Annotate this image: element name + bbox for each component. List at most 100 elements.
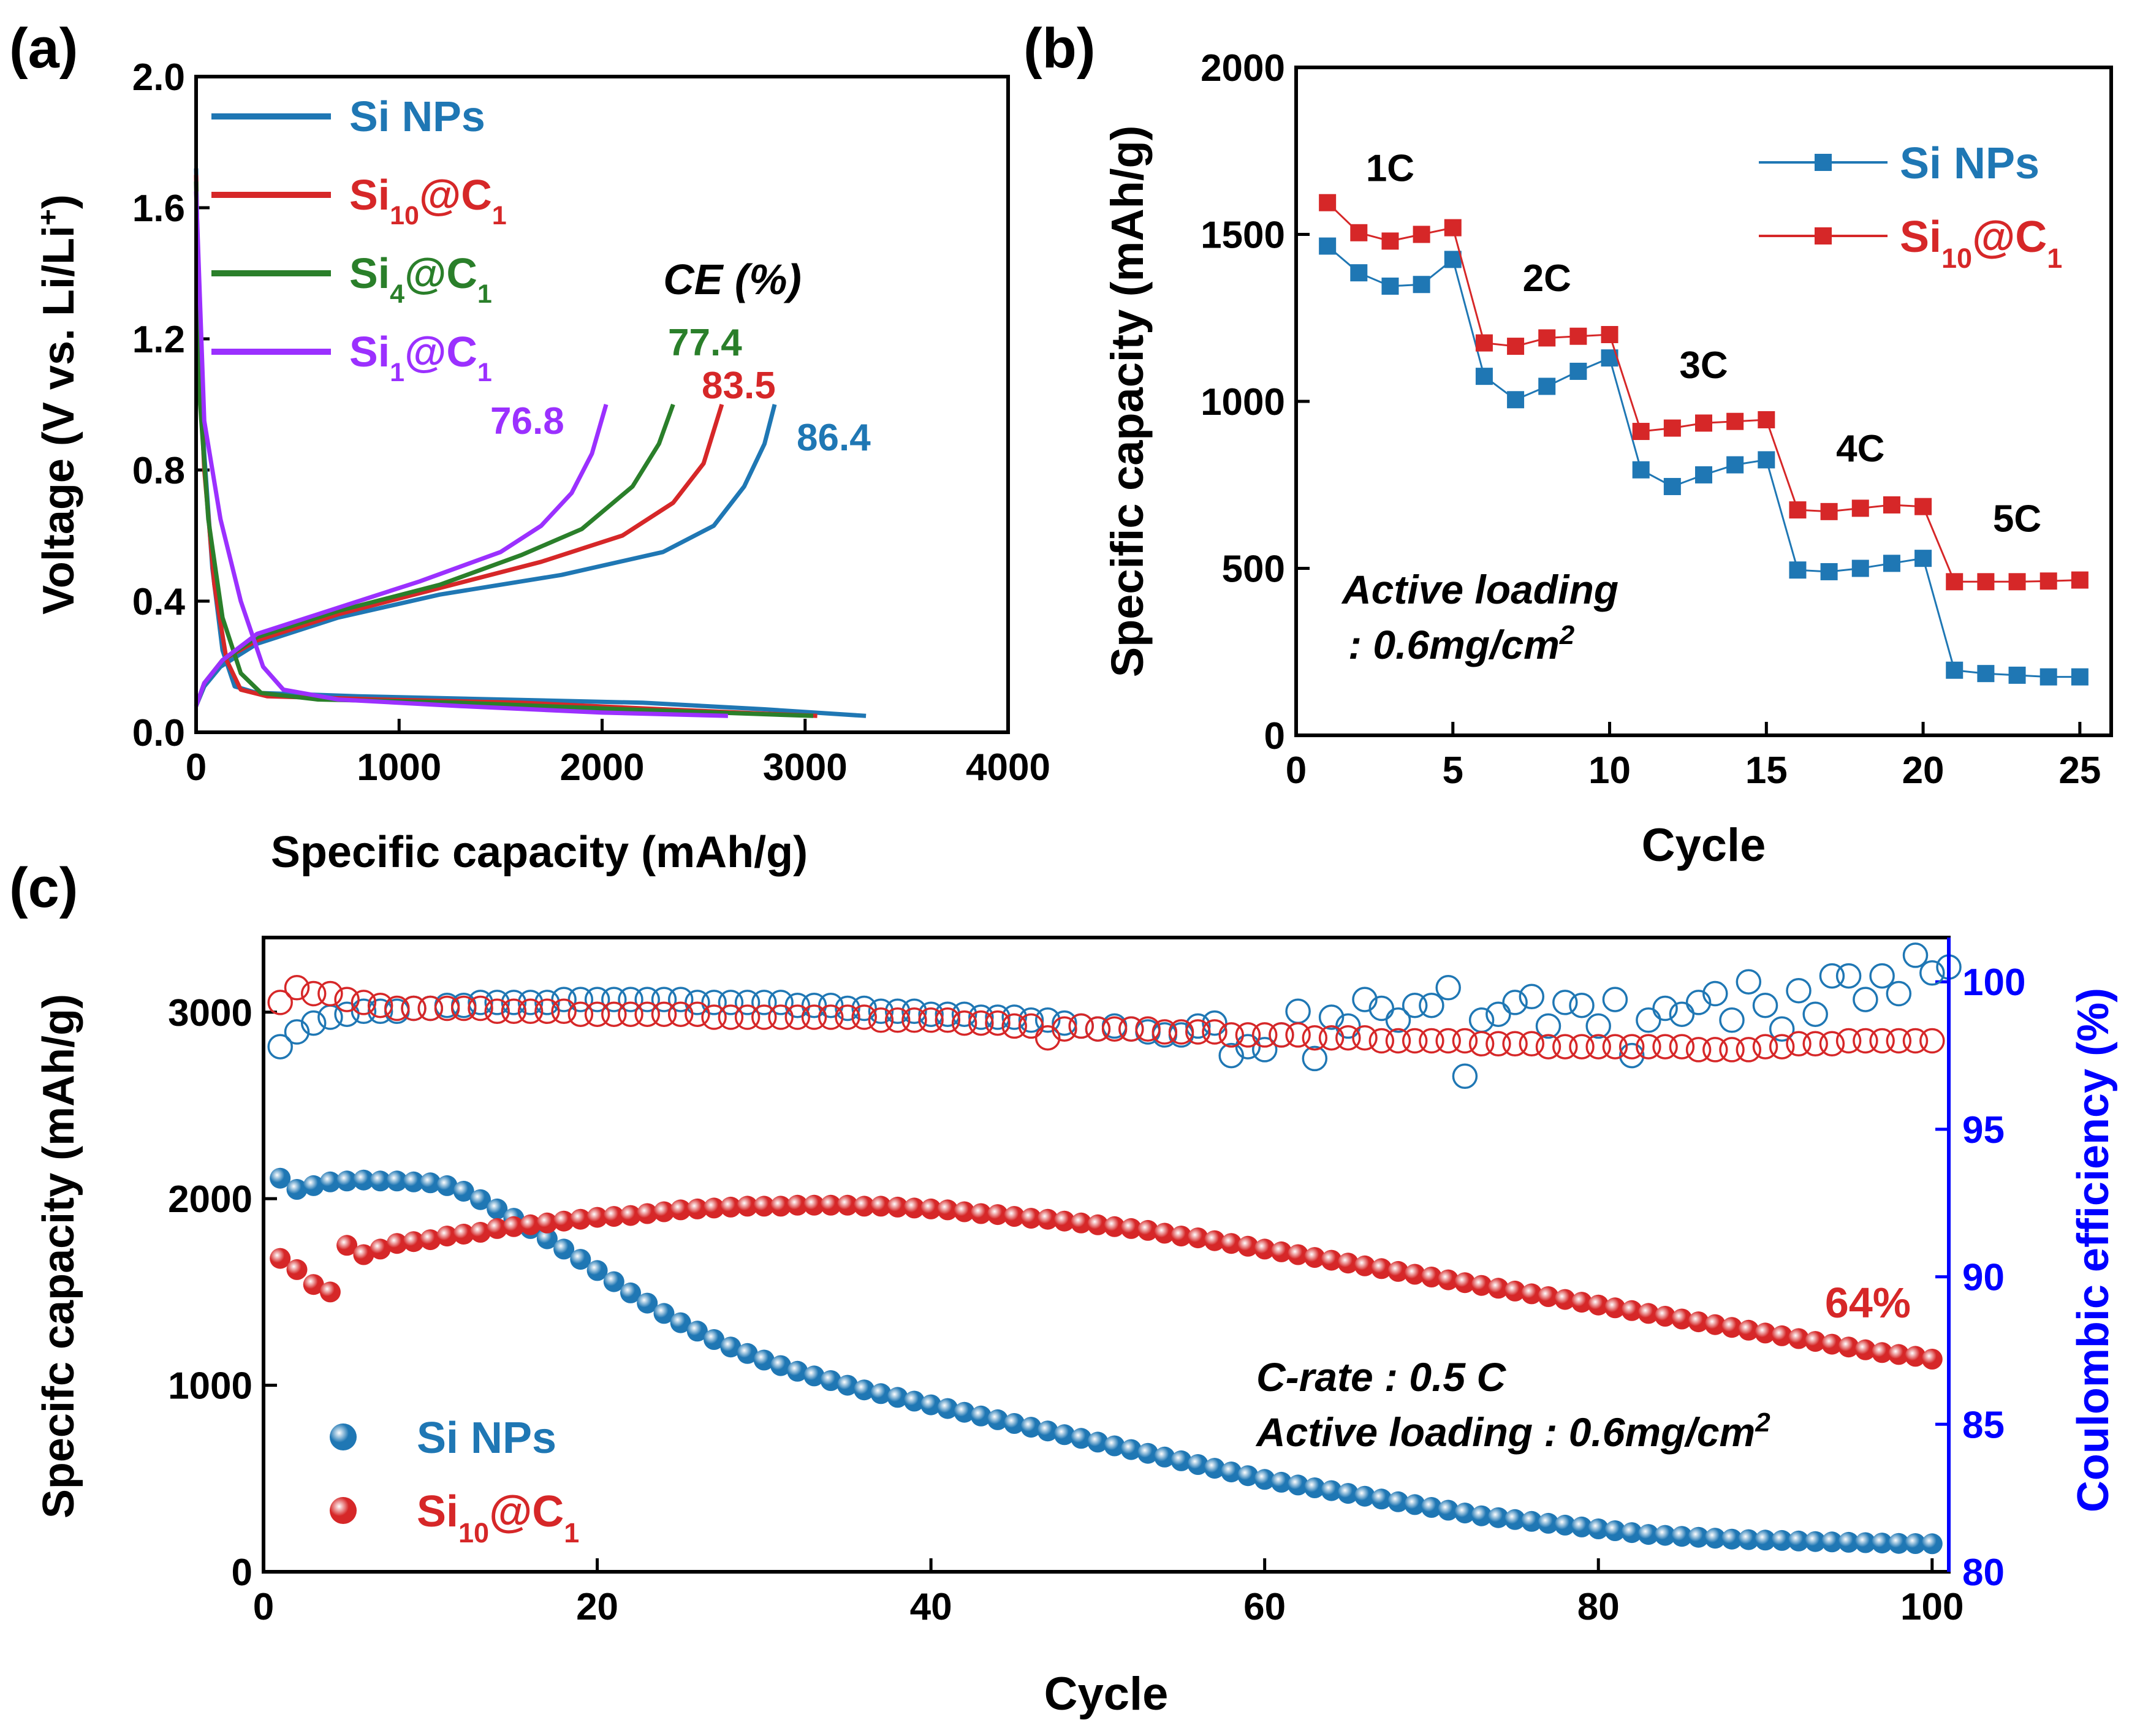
c-capacity-point-0-2: [303, 1175, 324, 1196]
b-point-1-6: [1507, 338, 1525, 355]
c-capacity-point-0-73: [1487, 1507, 1509, 1528]
a-y-tick-label-0: 0.0: [132, 712, 185, 754]
c-ce-point-0-34: [835, 995, 860, 1022]
a-curve-charge-3: [194, 404, 609, 707]
c-ce-point-1-19: [584, 1001, 610, 1027]
c-ce-point-0-42: [968, 1004, 994, 1030]
a-legend-label-3-sub2: 1: [477, 358, 492, 387]
b-point-1-16: [1820, 502, 1838, 520]
c-capacity-point-1-2: [303, 1274, 324, 1295]
c-ce-point-0-80: [1602, 987, 1628, 1012]
b-point-1-0: [1319, 194, 1337, 211]
c-capacity-point-1-44: [1004, 1206, 1025, 1227]
b-rate-label-1: 2C: [1523, 257, 1571, 300]
c-capacity-point-0-27: [720, 1336, 742, 1358]
a-legend-label-2-sub2: 1: [477, 279, 492, 309]
c-capacity-point-0-1: [286, 1179, 308, 1200]
b-legend-label-0: Si NPs: [1900, 139, 2039, 188]
b-point-0-16: [1820, 563, 1838, 580]
c-ce-point-1-77: [1552, 1034, 1578, 1059]
c-capacity-point-0-32: [803, 1365, 825, 1387]
c-capacity-point-1-72: [1471, 1275, 1492, 1296]
c-capacity-point-0-29: [753, 1349, 775, 1371]
c-capacity-point-1-27: [720, 1196, 742, 1218]
b-legend-label-1-sub2: 1: [2047, 243, 2062, 274]
c-ce-point-1-75: [1519, 1031, 1545, 1057]
c-ce-point-0-45: [1018, 1007, 1044, 1033]
c-ce-point-0-5: [351, 998, 377, 1025]
b-series: [1319, 194, 2089, 686]
c-capacity-point-0-21: [620, 1282, 641, 1303]
b-point-1-4: [1444, 219, 1462, 237]
b-point-1-14: [1758, 411, 1775, 428]
c-legend-marker-0: [330, 1423, 357, 1450]
b-point-1-5: [1475, 334, 1493, 352]
c-capacity-point-1-41: [954, 1201, 975, 1222]
b-line-0: [1327, 245, 2080, 678]
b-x-tick-label-2: 10: [1588, 749, 1631, 792]
c-capacity-point-1-85: [1688, 1311, 1709, 1333]
b-rate-label-4: 5C: [1993, 498, 2041, 540]
panel-label-a: (a): [9, 17, 78, 80]
c-ce-point-1-10: [434, 995, 460, 1022]
c-capacity-point-1-53: [1154, 1222, 1175, 1244]
c-capacity-point-1-7: [386, 1233, 408, 1254]
c-capacity-point-0-99: [1921, 1533, 1943, 1555]
c-ce-point-1-18: [567, 1001, 594, 1027]
c-capacity-point-1-52: [1137, 1219, 1159, 1241]
c-capacity-point-1-10: [436, 1226, 458, 1247]
c-ce-point-0-78: [1569, 992, 1595, 1018]
c-capacity-point-0-34: [837, 1374, 858, 1396]
c-capacity-point-0-45: [1020, 1417, 1042, 1438]
c-capacity-point-1-39: [920, 1198, 942, 1219]
c-capacity-point-0-13: [487, 1198, 508, 1219]
c-ce-point-0-70: [1435, 975, 1461, 1001]
c-ce-point-0-82: [1636, 1007, 1661, 1033]
c-ce-point-1-74: [1502, 1031, 1528, 1057]
c-ce-point-1-88: [1736, 1037, 1762, 1063]
b-tick-labels: 0 5 10 15 20 25 0 500 1000 1500 2000: [1201, 47, 2101, 792]
c-ce-point-1-92: [1802, 1031, 1828, 1057]
c-y2-tick-label-0: 80: [1962, 1552, 2005, 1594]
c-ce-point-1-73: [1485, 1031, 1511, 1057]
b-point-0-21: [1977, 665, 1995, 683]
c-capacity-point-1-28: [737, 1196, 758, 1217]
c-ce-point-0-68: [1402, 992, 1428, 1018]
c-capacity-point-0-83: [1655, 1525, 1676, 1546]
c-ce-point-1-64: [1335, 1025, 1361, 1051]
c-capacity-point-0-25: [686, 1321, 708, 1342]
c-capacity-point-0-62: [1304, 1477, 1326, 1498]
c-capacity-point-0-96: [1872, 1533, 1893, 1554]
c-capacity-point-1-60: [1270, 1241, 1292, 1262]
b-annotation-line2: : 0.6mg/cm2: [1348, 620, 1575, 668]
a-curves: [194, 168, 867, 718]
a-legend-label-0-main: Si NPs: [349, 93, 485, 140]
c-legend-label-0: Si NPs: [417, 1414, 556, 1463]
c-ce-point-1-11: [450, 995, 477, 1022]
c-capacity-point-1-43: [987, 1204, 1008, 1226]
c-ce-point-1-99: [1919, 1028, 1945, 1054]
c-ce-point-0-96: [1869, 963, 1895, 989]
c-ce-point-1-82: [1636, 1034, 1661, 1059]
c-capacity-point-0-63: [1321, 1480, 1342, 1501]
c-capacity-point-1-18: [570, 1208, 591, 1230]
c-ce-point-0-47: [1052, 1010, 1077, 1036]
c-capacity-point-0-68: [1404, 1494, 1425, 1515]
c-capacity-point-1-6: [370, 1238, 391, 1260]
c-capacity-point-1-96: [1872, 1342, 1893, 1363]
c-capacity-point-1-71: [1454, 1272, 1476, 1294]
c-ce-point-1-40: [935, 1007, 961, 1033]
a-legend-label-2-mid: @C: [404, 249, 477, 297]
c-capacity-point-1-0: [270, 1248, 291, 1269]
c-capacity-point-0-46: [1037, 1420, 1058, 1442]
b-point-0-18: [1883, 555, 1900, 572]
a-y-axis-label: Voltage (V vs. Li/Li+): [32, 194, 83, 615]
b-point-1-7: [1538, 329, 1556, 347]
b-point-0-20: [1946, 661, 1964, 679]
c-ce-point-0-57: [1218, 1042, 1244, 1069]
c-capacity-point-0-57: [1221, 1461, 1242, 1483]
c-ce-point-0-23: [651, 987, 677, 1012]
c-ce-point-0-12: [468, 990, 493, 1015]
b-legend-label-0-main: Si NPs: [1900, 139, 2039, 188]
c-ce-point-0-63: [1318, 1004, 1345, 1030]
